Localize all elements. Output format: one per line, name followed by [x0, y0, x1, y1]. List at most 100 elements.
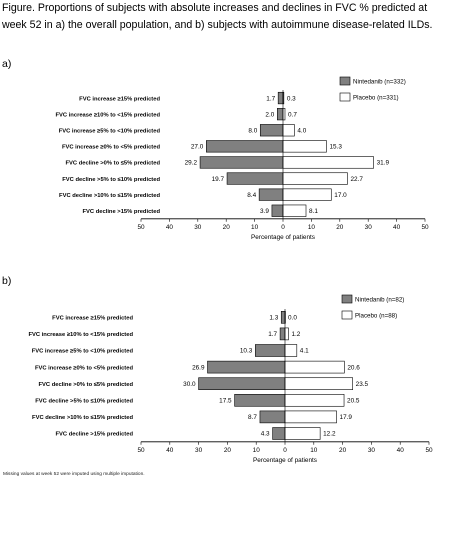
x-tick-label: 20: [224, 447, 232, 454]
legend-nintedanib-swatch: [339, 76, 351, 86]
nintedanib-bar: [207, 360, 286, 374]
category-label: FVC decline >15% predicted: [83, 209, 161, 215]
x-tick-label: 0: [283, 447, 287, 454]
nintedanib-bar: [199, 156, 284, 169]
x-tick-label: 10: [310, 447, 318, 454]
nintedanib-value-label: 8.0: [248, 127, 257, 134]
legend-placebo-swatch: [339, 92, 351, 102]
category-label: FVC increase ≥15% predicted: [52, 316, 133, 322]
category-label: FVC increase ≥0% to <5% predicted: [62, 145, 161, 151]
category-label: FVC increase ≥10% to <15% predicted: [55, 112, 160, 118]
placebo-value-label: 1.2: [291, 331, 300, 338]
nintedanib-value-label: 1.3: [269, 315, 278, 322]
x-tick-label: 30: [368, 447, 376, 454]
figure-caption: Figure. Proportions of subjects with abs…: [2, 2, 433, 31]
x-tick-label: 50: [137, 447, 145, 454]
legend-nintedanib-label: Nintedanib (n=332): [353, 79, 406, 86]
nintedanib-bar: [272, 427, 286, 440]
x-tick-label: 10: [308, 224, 316, 231]
placebo-bar: [282, 124, 295, 137]
nintedanib-bar: [280, 311, 286, 324]
panel-a-label: a): [2, 58, 12, 70]
nintedanib-bar: [271, 204, 284, 217]
x-tick-label: 20: [339, 447, 347, 454]
category-label: FVC increase ≥10% to <15% predicted: [28, 332, 133, 338]
placebo-value-label: 8.1: [309, 208, 318, 215]
x-tick-label: 40: [393, 224, 401, 231]
legend-placebo-label: Placebo (n=331): [353, 95, 399, 102]
placebo-bar: [284, 427, 321, 440]
placebo-value-label: 15.3: [329, 144, 342, 151]
nintedanib-value-label: 19.7: [212, 176, 225, 183]
nintedanib-bar: [259, 410, 286, 424]
nintedanib-bar: [255, 344, 286, 357]
placebo-bar: [284, 360, 345, 374]
x-tick-label: 40: [166, 447, 174, 454]
nintedanib-bar: [206, 140, 284, 153]
placebo-value-label: 23.5: [356, 381, 369, 388]
placebo-value-label: 20.6: [347, 364, 360, 371]
placebo-value-label: 4.0: [297, 127, 306, 134]
nintedanib-value-label: 10.3: [240, 348, 253, 355]
placebo-value-label: 17.9: [340, 414, 353, 421]
placebo-value-label: 4.1: [300, 348, 309, 355]
x-tick-label: 30: [195, 447, 203, 454]
category-label: FVC decline >10% to ≤15% predicted: [59, 193, 160, 199]
x-tick-label: 0: [281, 224, 285, 231]
placebo-bar: [284, 327, 289, 341]
nintedanib-bar: [277, 91, 284, 105]
placebo-value-label: 31.9: [377, 160, 390, 167]
nintedanib-value-label: 8.4: [247, 192, 256, 199]
category-label: FVC decline >10% to ≤15% predicted: [32, 415, 133, 421]
placebo-value-label: 0.7: [288, 111, 297, 118]
panel-b-label: b): [2, 275, 12, 287]
category-label: FVC decline >5% to ≤10% predicted: [35, 399, 133, 405]
nintedanib-value-label: 17.5: [219, 398, 232, 405]
nintedanib-bar: [198, 377, 286, 390]
nintedanib-value-label: 30.0: [183, 381, 196, 388]
nintedanib-value-label: 27.0: [191, 144, 204, 151]
placebo-bar: [284, 377, 353, 390]
legend-nintedanib-label: Nintedanib (n=82): [355, 297, 404, 304]
placebo-value-label: 0.0: [288, 315, 297, 322]
x-tick-label: 30: [365, 224, 373, 231]
x-tick-label: 20: [336, 224, 344, 231]
placebo-bar: [282, 188, 332, 201]
x-tick-label: 40: [166, 224, 174, 231]
footnote: Missing values at week 52 were imputed u…: [3, 472, 145, 477]
nintedanib-bar: [226, 172, 284, 185]
category-label: FVC decline >0% to ≤5% predicted: [65, 161, 160, 167]
category-label: FVC increase ≥5% to <10% predicted: [59, 128, 161, 134]
legend: Nintedanib (n=332) Placebo (n=331): [339, 76, 406, 102]
legend-placebo-label: Placebo (n=88): [355, 313, 397, 320]
chart-a: FVC increase ≥15% predicted 1.7 0.3 FVC inc…: [55, 76, 429, 241]
placebo-value-label: 12.2: [323, 431, 336, 438]
nintedanib-value-label: 26.9: [192, 364, 205, 371]
nintedanib-bar: [258, 188, 284, 201]
x-tick-label: 30: [194, 224, 202, 231]
nintedanib-bar: [277, 108, 284, 121]
placebo-value-label: 17.0: [334, 192, 347, 199]
nintedanib-bar: [234, 394, 286, 407]
nintedanib-value-label: 1.7: [266, 95, 275, 102]
category-label: FVC decline >15% predicted: [56, 432, 134, 438]
category-label: FVC increase ≥5% to <10% predicted: [32, 349, 134, 355]
placebo-value-label: 22.7: [350, 176, 363, 183]
nintedanib-bar: [279, 327, 286, 341]
x-tick-label: 20: [223, 224, 231, 231]
placebo-bar: [284, 344, 298, 357]
placebo-bar: [282, 204, 307, 217]
placebo-bar: [282, 156, 374, 169]
legend: Nintedanib (n=82) Placebo (n=88): [341, 294, 404, 320]
x-tick-label: 50: [137, 224, 145, 231]
placebo-value-label: 0.3: [287, 95, 296, 102]
chart-b: FVC increase ≥15% predicted 1.3 0.0 FVC inc…: [28, 294, 433, 464]
nintedanib-value-label: 8.7: [248, 414, 257, 421]
x-axis-title: Percentage of patients: [251, 234, 315, 241]
nintedanib-value-label: 29.2: [185, 160, 198, 167]
placebo-bar: [282, 172, 348, 185]
x-tick-label: 10: [251, 224, 259, 231]
category-label: FVC decline >5% to ≤10% predicted: [62, 177, 160, 183]
x-tick-label: 50: [421, 224, 429, 231]
x-tick-label: 10: [253, 447, 261, 454]
